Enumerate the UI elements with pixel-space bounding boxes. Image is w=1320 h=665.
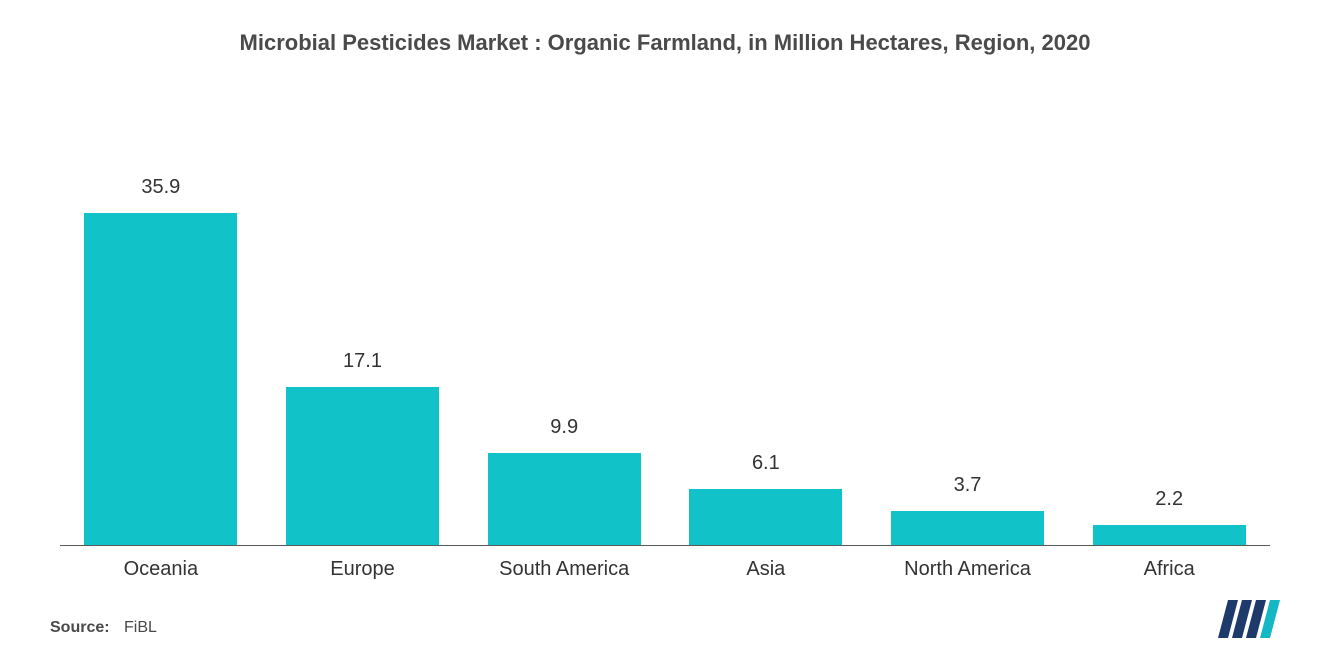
- bar-column: 17.1: [262, 116, 464, 545]
- bar-column: 35.9: [60, 116, 262, 545]
- bar-value-label: 3.7: [954, 474, 982, 497]
- bar-column: 6.1: [665, 116, 867, 545]
- bar-value-label: 2.2: [1155, 488, 1183, 511]
- bar-value-label: 9.9: [550, 416, 578, 439]
- bar: [689, 489, 842, 545]
- chart-plot-area: 35.9 17.1 9.9 6.1 3.7 2.2: [60, 116, 1270, 546]
- category-label: Oceania: [60, 558, 262, 581]
- category-label: North America: [867, 558, 1069, 581]
- bar-column: 2.2: [1068, 116, 1270, 545]
- bar: [891, 511, 1044, 545]
- source-value: FiBL: [124, 619, 157, 636]
- bar: [286, 387, 439, 545]
- bar: [1093, 525, 1246, 545]
- bar-value-label: 17.1: [343, 350, 382, 373]
- bar-value-label: 35.9: [141, 176, 180, 199]
- bar: [488, 453, 641, 545]
- chart-container: Microbial Pesticides Market : Organic Fa…: [0, 0, 1320, 665]
- bar-column: 9.9: [463, 116, 665, 545]
- category-label: South America: [463, 558, 665, 581]
- bar: [84, 213, 237, 545]
- bar-column: 3.7: [867, 116, 1069, 545]
- source-label: Source:: [50, 619, 110, 636]
- logo-stripes-icon: [1218, 600, 1280, 638]
- bars-row: 35.9 17.1 9.9 6.1 3.7 2.2: [60, 116, 1270, 545]
- category-label: Europe: [262, 558, 464, 581]
- bar-value-label: 6.1: [752, 452, 780, 475]
- brand-logo-icon: [1218, 600, 1280, 643]
- chart-title: Microbial Pesticides Market : Organic Fa…: [50, 30, 1280, 56]
- source-line: Source: FiBL: [50, 619, 157, 637]
- category-labels-row: OceaniaEuropeSouth AmericaAsiaNorth Amer…: [60, 558, 1270, 581]
- category-label: Asia: [665, 558, 867, 581]
- category-label: Africa: [1068, 558, 1270, 581]
